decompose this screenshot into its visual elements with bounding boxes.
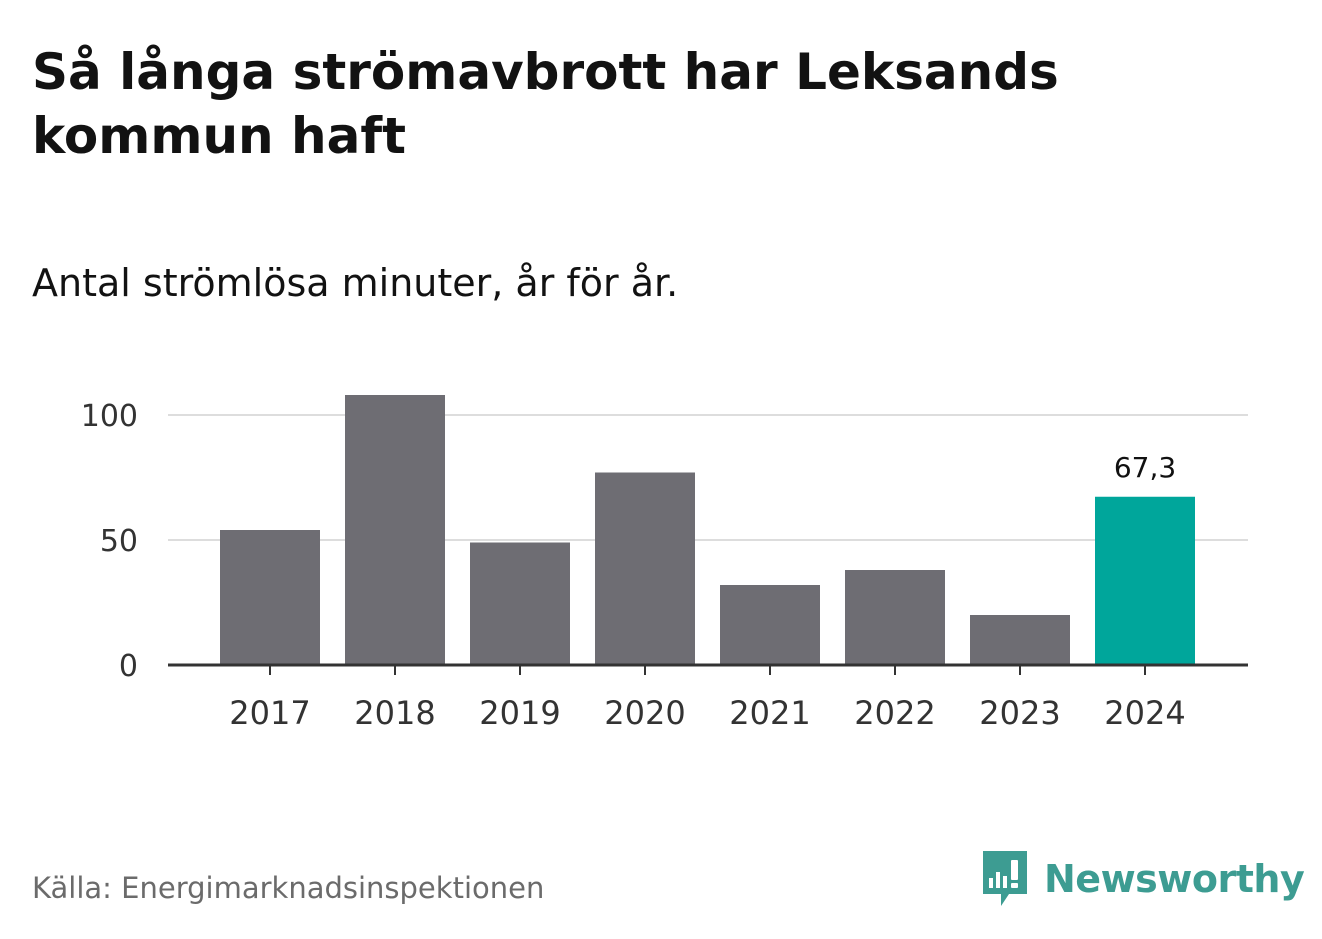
newsworthy-logo: Newsworthy [980,848,1305,910]
y-tick-label: 100 [81,399,138,434]
x-tick-label: 2019 [479,694,560,732]
bar [720,585,820,665]
x-tick-label: 2017 [229,694,310,732]
x-tick-label: 2022 [854,694,935,732]
chart-subtitle: Antal strömlösa minuter, år för år. [32,261,679,305]
y-tick-label: 50 [100,524,138,559]
bar [470,542,570,665]
bar [845,570,945,665]
x-tick-label: 2020 [604,694,685,732]
bar [970,615,1070,665]
newsworthy-logo-icon [983,851,1027,906]
chart-title: Så långa strömavbrott har Leksands kommu… [32,43,1059,165]
bar-highlight [1095,496,1195,665]
x-tick-label: 2021 [729,694,810,732]
data-label: 67,3 [1114,451,1176,484]
bar [345,395,445,665]
logo-wordmark: Newsworthy [1044,857,1305,901]
source-note: Källa: Energimarknadsinspektionen [32,871,545,905]
x-tick-label: 2023 [979,694,1060,732]
bar [220,530,320,665]
bar [595,472,695,665]
y-tick-label: 0 [119,649,138,684]
x-tick-label: 2018 [354,694,435,732]
x-tick-label: 2024 [1104,694,1185,732]
